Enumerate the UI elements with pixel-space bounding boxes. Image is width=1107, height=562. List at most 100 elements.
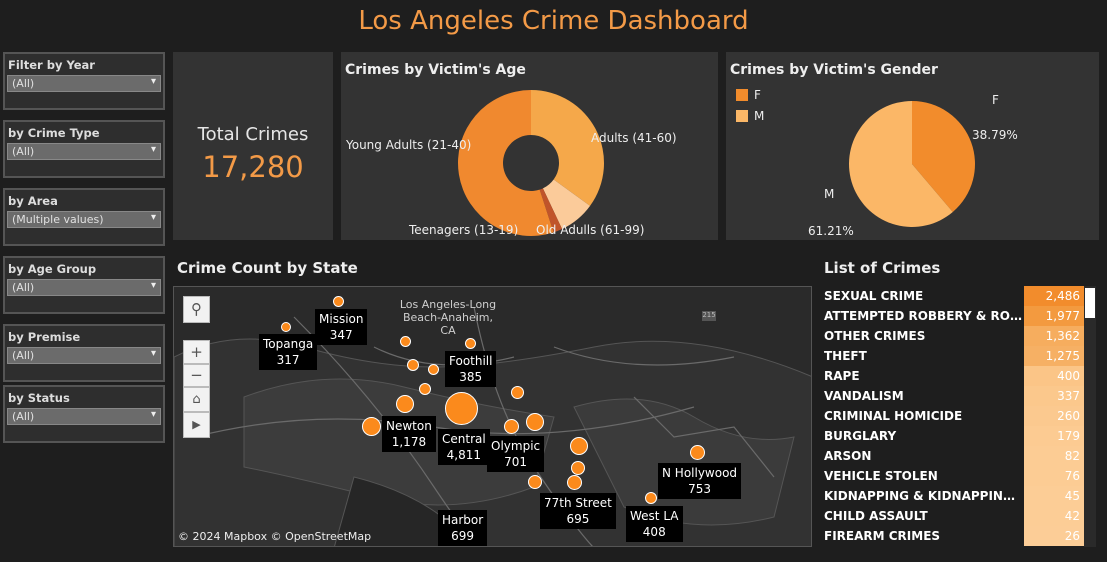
map-dot[interactable] — [526, 413, 544, 431]
map-dot[interactable] — [504, 419, 519, 434]
crime-count: 1,977 — [1024, 306, 1084, 326]
map-pan-button[interactable]: ▶ — [183, 412, 210, 438]
crime-name: VANDALISM — [824, 389, 904, 403]
map-dot[interactable] — [571, 461, 585, 475]
map-dot[interactable] — [690, 445, 705, 460]
scroll-thumb[interactable] — [1085, 288, 1095, 318]
filter-dropdown[interactable]: (All) ▾ — [7, 279, 161, 296]
filter-panel-1: by Crime Type (All) ▾ — [3, 120, 165, 178]
crime-count: 1,275 — [1024, 346, 1084, 366]
search-icon: ⚲ — [191, 300, 202, 318]
crime-row[interactable]: ATTEMPTED ROBBERY & ROBBERY1,977 — [820, 306, 1096, 326]
crime-list-scrollbar[interactable] — [1084, 286, 1096, 547]
map-dot[interactable] — [445, 392, 478, 425]
filter-dropdown[interactable]: (All) ▾ — [7, 75, 161, 92]
map-dot[interactable] — [570, 437, 588, 455]
crime-name: CRIMINAL HOMICIDE — [824, 409, 963, 423]
map-dot[interactable] — [281, 322, 291, 332]
map-dot[interactable] — [465, 338, 476, 349]
map-search-button[interactable]: ⚲ — [183, 296, 210, 323]
map-dot[interactable] — [362, 417, 381, 436]
map-dot[interactable] — [428, 364, 439, 375]
pie-slice-adults-41-60-[interactable] — [531, 90, 604, 206]
map-dot[interactable] — [407, 359, 419, 371]
filter-label: by Crime Type — [8, 126, 100, 140]
play-arrow-icon: ▶ — [192, 418, 201, 431]
zoom-in-button[interactable]: + — [183, 340, 210, 364]
age-chart-panel: Crimes by Victim's Age Young Adults (21-… — [341, 52, 718, 240]
map-dot[interactable] — [567, 475, 582, 490]
filter-label: Filter by Year — [8, 58, 95, 72]
pie-slice-teenagers-13-19-[interactable] — [539, 188, 563, 233]
filter-value: (All) — [12, 410, 35, 423]
dropdown-arrow-icon: ▾ — [150, 348, 156, 359]
plus-icon: + — [190, 343, 203, 361]
map-dot[interactable] — [400, 336, 411, 347]
filter-label: by Age Group — [8, 262, 97, 276]
crime-row[interactable]: VANDALISM 337 — [820, 386, 1096, 406]
city-label-foothill: Foothill 385 — [445, 351, 497, 387]
crime-name: KIDNAPPING & KIDNAPPING - GRA... — [824, 489, 1024, 503]
gender-slice-f-name: F — [992, 93, 999, 107]
pie-slice-m[interactable] — [849, 101, 953, 228]
gender-slice-m-name: M — [824, 187, 835, 201]
crime-count: 1,362 — [1024, 326, 1084, 346]
pie-slice-old-adulls-61-99-[interactable] — [542, 179, 591, 230]
map-dot[interactable] — [528, 475, 542, 489]
legend-swatch-f — [736, 89, 748, 101]
filter-dropdown[interactable]: (All) ▾ — [7, 347, 161, 364]
filter-panel-5: by Status (All) ▾ — [3, 385, 165, 443]
crime-row[interactable]: ARSON 82 — [820, 446, 1096, 466]
crime-map[interactable]: Los Angeles-Long Beach-Anaheim, CA 215 ⚲… — [173, 286, 812, 547]
map-home-button[interactable]: ⌂ — [183, 387, 210, 412]
crime-count: 45 — [1024, 486, 1084, 506]
age-donut — [458, 90, 604, 237]
crime-row[interactable]: THEFT 1,275 — [820, 346, 1096, 366]
legend-swatch-m — [736, 110, 748, 122]
filter-value: (All) — [12, 349, 35, 362]
zoom-out-button[interactable]: − — [183, 364, 210, 387]
crime-row[interactable]: OTHER CRIMES 1,362 — [820, 326, 1096, 346]
dropdown-arrow-icon: ▾ — [150, 76, 156, 87]
crime-list-title: List of Crimes — [824, 259, 941, 277]
crime-name: VEHICLE STOLEN — [824, 469, 938, 483]
crime-row[interactable]: KIDNAPPING & KIDNAPPING - GRA...45 — [820, 486, 1096, 506]
crime-name: OTHER CRIMES — [824, 329, 926, 343]
crime-row[interactable]: SEXUAL CRIME 2,486 — [820, 286, 1096, 306]
crime-count: 337 — [1024, 386, 1084, 406]
minus-icon: − — [190, 366, 203, 384]
home-icon: ⌂ — [192, 392, 201, 407]
crime-row[interactable]: CHILD ASSAULT 42 — [820, 506, 1096, 526]
crime-name: CHILD ASSAULT — [824, 509, 928, 523]
pie-slice-young-adults-21-40-[interactable] — [458, 90, 554, 237]
age-label-teens: Teenagers (13-19) — [409, 223, 519, 237]
city-label-newton: Newton 1,178 — [382, 416, 436, 452]
gender-slice-f-pct: 38.79% — [972, 128, 1018, 142]
map-dot[interactable] — [419, 383, 431, 395]
map-dot[interactable] — [511, 386, 524, 399]
city-label-central: Central 4,811 — [438, 429, 490, 465]
dropdown-arrow-icon: ▾ — [150, 409, 156, 420]
pie-slice-f[interactable] — [912, 101, 975, 213]
age-label-adults: Adults (41-60) — [591, 131, 677, 145]
crime-row[interactable]: BURGLARY 179 — [820, 426, 1096, 446]
city-label-77th-street: 77th Street 695 — [540, 493, 616, 529]
city-label-harbor: Harbor 699 — [438, 510, 488, 546]
crime-row[interactable]: CRIMINAL HOMICIDE 260 — [820, 406, 1096, 426]
gender-chart-title: Crimes by Victim's Gender — [730, 62, 938, 78]
filter-dropdown[interactable]: (All) ▾ — [7, 143, 161, 160]
filter-dropdown[interactable]: (Multiple values) ▾ — [7, 211, 161, 228]
crime-row[interactable]: FIREARM CRIMES 26 — [820, 526, 1096, 546]
map-dot[interactable] — [396, 395, 414, 413]
crime-count: 76 — [1024, 466, 1084, 486]
map-dot[interactable] — [645, 492, 657, 504]
filter-panel-4: by Premise (All) ▾ — [3, 324, 165, 382]
map-dot[interactable] — [333, 296, 344, 307]
city-label-west-la: West LA 408 — [626, 506, 683, 542]
crime-row[interactable]: VEHICLE STOLEN 76 — [820, 466, 1096, 486]
crime-count: 179 — [1024, 426, 1084, 446]
filter-panel-3: by Age Group (All) ▾ — [3, 256, 165, 314]
crime-list[interactable]: SEXUAL CRIME 2,486 ATTEMPTED ROBBERY & ROB… — [820, 286, 1096, 547]
crime-row[interactable]: RAPE 400 — [820, 366, 1096, 386]
filter-dropdown[interactable]: (All) ▾ — [7, 408, 161, 425]
